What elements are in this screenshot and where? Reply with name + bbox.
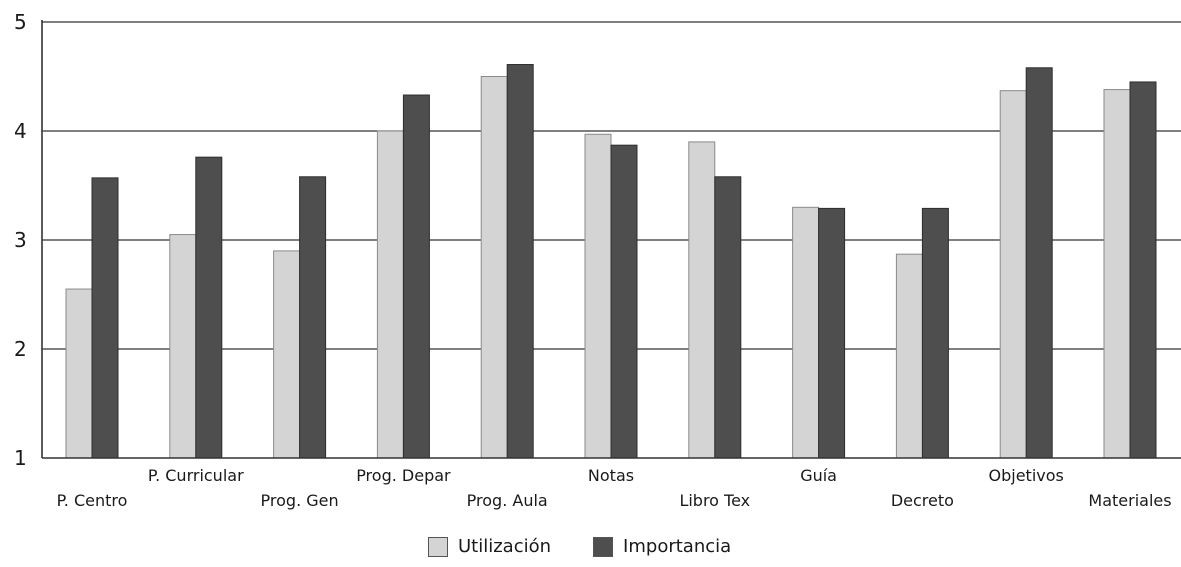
x-tick-label: Guía xyxy=(800,466,837,485)
y-tick-label: 4 xyxy=(14,119,27,143)
bar-importancia-8[interactable] xyxy=(921,207,949,459)
x-tick-label: P. Curricular xyxy=(148,466,244,485)
y-tick-label: 5 xyxy=(14,10,27,34)
bar-utilizacion-7[interactable] xyxy=(792,206,820,459)
bar-utilizacion-3[interactable] xyxy=(376,130,404,459)
bar-importancia-6[interactable] xyxy=(714,176,742,459)
x-tick-label: Prog. Aula xyxy=(467,491,548,510)
bar-utilizacion-8[interactable] xyxy=(895,253,923,459)
y-tick-label: 2 xyxy=(14,337,27,361)
x-tick-label: Objetivos xyxy=(989,466,1064,485)
legend-item-importancia[interactable]: Importancia xyxy=(593,536,731,557)
bar-importancia-10[interactable] xyxy=(1129,81,1157,459)
x-axis-labels: P. Centro P. Curricular Prog. Gen Prog. Dep… xyxy=(57,466,1172,510)
x-tick-label: Materiales xyxy=(1088,491,1171,510)
legend-label-utilizacion: Utilización xyxy=(458,536,552,557)
bar-utilizacion-10[interactable] xyxy=(1103,89,1131,459)
bar-utilizacion-9[interactable] xyxy=(999,90,1027,459)
chart-legend: Utilización Importancia xyxy=(428,536,773,557)
bar-utilizacion-6[interactable] xyxy=(688,141,716,459)
bar-utilizacion-5[interactable] xyxy=(584,133,612,459)
bar-importancia-1[interactable] xyxy=(195,156,223,459)
x-tick-label: Prog. Gen xyxy=(261,491,339,510)
bar-importancia-3[interactable] xyxy=(402,94,430,459)
bar-importancia-4[interactable] xyxy=(506,64,534,459)
x-tick-label: P. Centro xyxy=(57,491,128,510)
legend-swatch-utilizacion xyxy=(428,536,448,557)
y-tick-label: 3 xyxy=(14,228,27,252)
bar-importancia-0[interactable] xyxy=(91,177,119,459)
x-tick-label: Notas xyxy=(588,466,634,485)
bar-utilizacion-1[interactable] xyxy=(169,234,197,459)
x-tick-label: Prog. Depar xyxy=(356,466,451,485)
bars xyxy=(65,64,1157,459)
legend-item-utilizacion[interactable]: Utilización xyxy=(428,536,551,557)
bar-importancia-5[interactable] xyxy=(610,144,638,459)
y-tick-label: 1 xyxy=(14,446,27,470)
x-tick-label: Decreto xyxy=(891,491,954,510)
legend-swatch-importancia xyxy=(593,536,614,557)
bar-importancia-9[interactable] xyxy=(1025,67,1053,459)
y-axis-ticks: 1 2 3 4 5 xyxy=(14,10,27,470)
bar-utilizacion-0[interactable] xyxy=(65,288,93,459)
legend-label-importancia: Importancia xyxy=(623,536,732,557)
bar-importancia-2[interactable] xyxy=(299,176,327,459)
x-tick-label: Libro Tex xyxy=(679,491,750,510)
axes xyxy=(41,20,1181,459)
bar-utilizacion-4[interactable] xyxy=(480,76,508,459)
bar-importancia-7[interactable] xyxy=(818,207,846,459)
bar-utilizacion-2[interactable] xyxy=(273,250,301,459)
